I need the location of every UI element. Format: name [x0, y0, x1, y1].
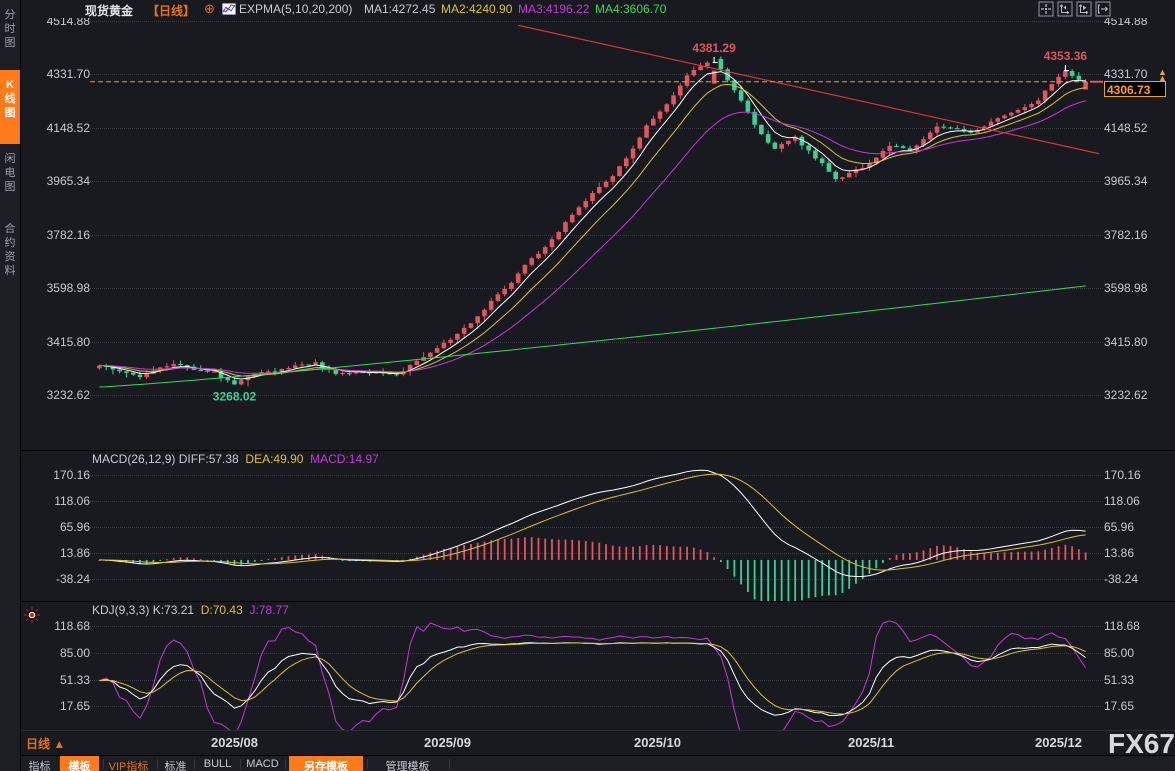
svg-text:4353.36: 4353.36	[1044, 49, 1088, 63]
svg-text:4381.29: 4381.29	[692, 41, 736, 55]
svg-text:3268.02: 3268.02	[213, 390, 257, 404]
